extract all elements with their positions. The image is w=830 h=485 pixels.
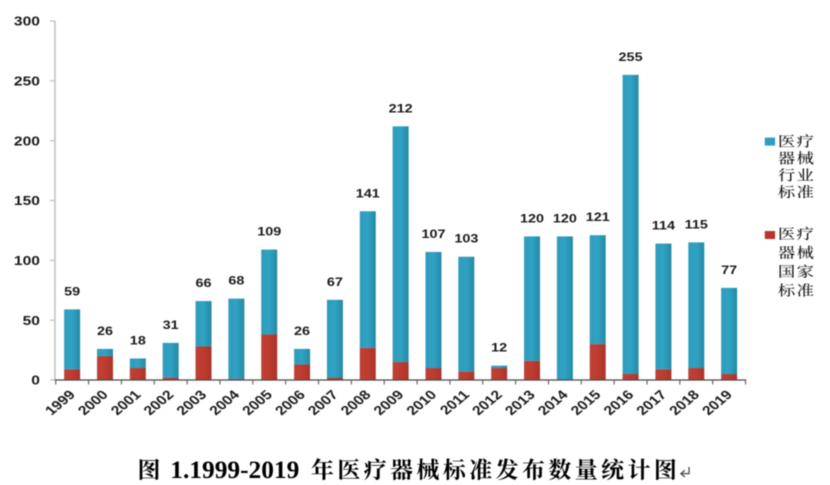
svg-text:250: 250	[14, 75, 40, 89]
svg-text:109: 109	[257, 225, 281, 239]
svg-text:120: 120	[520, 212, 544, 226]
svg-text:121: 121	[586, 210, 610, 224]
svg-text:107: 107	[421, 227, 445, 241]
svg-text:12: 12	[491, 341, 507, 355]
svg-text:114: 114	[652, 219, 676, 233]
svg-text:31: 31	[163, 318, 179, 332]
svg-text:141: 141	[356, 186, 380, 200]
svg-text:67: 67	[327, 275, 343, 289]
svg-text:212: 212	[389, 101, 413, 115]
svg-text:115: 115	[685, 218, 708, 232]
svg-text:1.1999-2019: 1.1999-2019	[170, 456, 299, 484]
svg-text:59: 59	[64, 285, 80, 299]
svg-text:150: 150	[14, 194, 40, 208]
svg-text:103: 103	[454, 232, 478, 246]
svg-text:77: 77	[721, 263, 737, 277]
svg-text:68: 68	[228, 274, 244, 288]
svg-text:50: 50	[23, 314, 40, 328]
svg-text:26: 26	[294, 324, 310, 338]
svg-text:120: 120	[553, 212, 577, 226]
svg-text:255: 255	[619, 50, 643, 64]
svg-text:0: 0	[31, 374, 40, 388]
svg-text:300: 300	[14, 15, 40, 29]
svg-text:18: 18	[130, 334, 146, 348]
svg-text:26: 26	[97, 324, 113, 338]
svg-text:200: 200	[14, 134, 40, 148]
svg-text:100: 100	[14, 254, 40, 268]
svg-text:66: 66	[196, 276, 212, 290]
